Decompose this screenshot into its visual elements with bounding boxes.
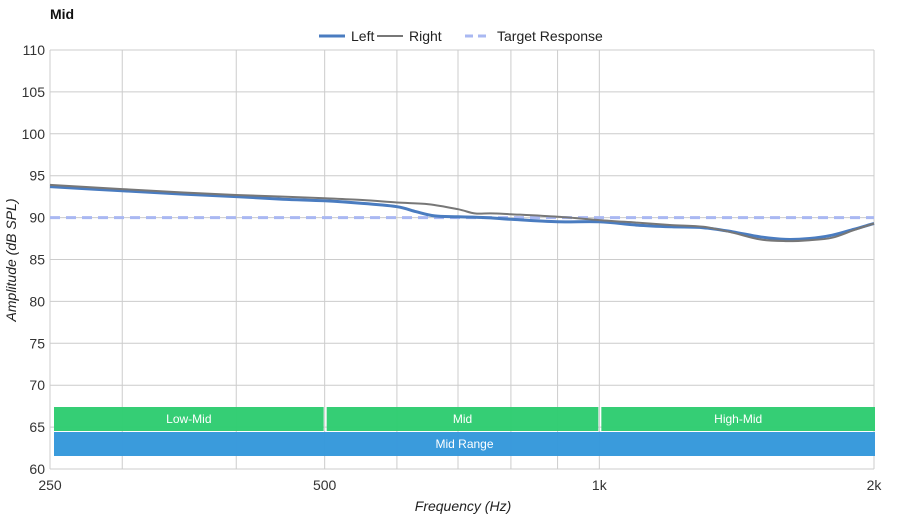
y-tick-label: 90 <box>29 210 45 226</box>
legend[interactable]: Left Right Target Response <box>319 28 603 44</box>
legend-item-target-response[interactable]: Target Response <box>465 28 603 44</box>
y-tick-label: 80 <box>29 293 45 309</box>
grid-lines <box>49 49 875 470</box>
y-tick-label: 75 <box>29 335 45 351</box>
series-lines <box>49 183 875 243</box>
axes: 60 65 70 75 80 85 90 95 100 105 110 250 500 1k 2k <box>22 42 883 493</box>
legend-item-right[interactable]: Right <box>377 28 442 44</box>
band-mid-range <box>54 432 875 456</box>
y-tick-label: 60 <box>29 461 45 477</box>
series-line-right <box>49 183 875 243</box>
band-label: Mid Range <box>435 437 493 451</box>
x-tick-label: 2k <box>867 477 883 493</box>
y-axis-title: Amplitude (dB SPL) <box>3 199 19 323</box>
legend-label: Target Response <box>497 28 603 44</box>
band-high-mid <box>601 407 875 431</box>
legend-label: Left <box>351 28 374 44</box>
y-tick-label: 105 <box>22 84 46 100</box>
y-tick-label: 65 <box>29 419 45 435</box>
chart-title: Mid <box>50 6 75 22</box>
y-tick-label: 70 <box>29 377 45 393</box>
series-line-left <box>49 185 875 241</box>
x-tick-label: 1k <box>592 477 608 493</box>
y-tick-label: 85 <box>29 252 45 268</box>
x-tick-label: 250 <box>38 477 62 493</box>
legend-item-left[interactable]: Left <box>319 28 374 44</box>
y-tick-label: 100 <box>22 126 46 142</box>
x-axis-title: Frequency (Hz) <box>415 498 511 514</box>
band-label: High-Mid <box>714 412 762 426</box>
band-mid <box>326 407 599 431</box>
y-tick-label: 110 <box>23 42 46 58</box>
y-tick-label: 95 <box>29 168 45 184</box>
band-low-mid <box>54 407 324 431</box>
band-label: Low-Mid <box>166 412 211 426</box>
legend-label: Right <box>409 28 442 44</box>
band-label: Mid <box>453 412 472 426</box>
frequency-bands: Low-Mid Mid High-Mid Mid Range <box>54 407 875 456</box>
x-tick-label: 500 <box>313 477 337 493</box>
